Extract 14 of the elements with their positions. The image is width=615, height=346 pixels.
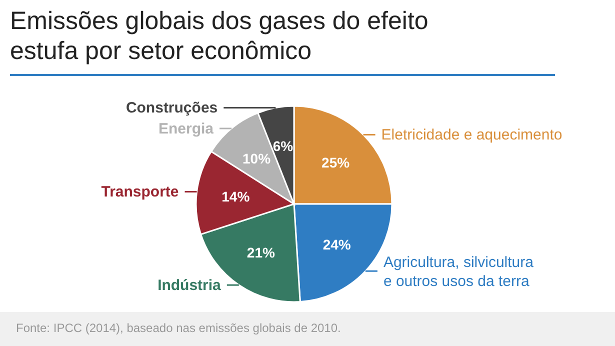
data-label: 25%: [322, 154, 350, 170]
slice-label: Construções: [126, 99, 218, 116]
data-label: 14%: [222, 188, 250, 205]
chart-title: Emissões globais dos gases do efeito estufa por setor econômico: [10, 6, 430, 66]
slice-label: Indústria: [158, 276, 222, 294]
data-label: 24%: [322, 236, 352, 252]
slice-label: Transporte: [101, 183, 179, 200]
slice-label: Eletricidade e aquecimento: [381, 126, 562, 144]
data-label: 6%: [272, 138, 294, 154]
source-note: Fonte: IPCC (2014), baseado nas emissões globais de 2010.: [16, 321, 341, 335]
data-label: 21%: [246, 244, 276, 261]
data-label: 10%: [242, 150, 272, 167]
slice-label: Energia: [158, 120, 214, 137]
slice-label: Agricultura, silvicultura e outros usos da terra: [383, 254, 534, 290]
